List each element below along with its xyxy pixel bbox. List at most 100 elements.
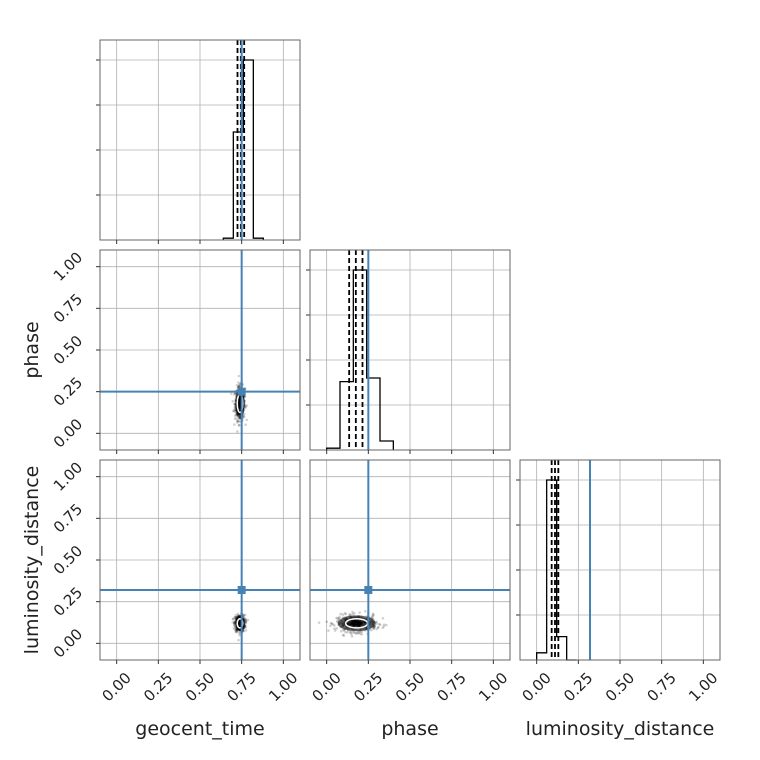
sample-point [346,630,349,634]
sample-point [335,627,338,630]
sample-point [354,631,357,635]
sample-point [317,621,321,624]
sample-point [371,612,375,616]
sample-point [242,629,246,633]
sample-point [325,620,328,623]
x-tick-label: 0.25 [350,669,386,705]
sample-point [236,419,239,423]
x-tick-label: 0.75 [433,669,469,705]
sample-point [376,626,380,629]
sample-point [235,383,239,387]
sample-point [233,410,236,413]
y-axis-label-phase: phase [21,321,43,378]
sample-point [349,631,353,634]
sample-point [237,381,240,384]
sample-point [336,616,340,620]
y-tick-label: 0.50 [50,542,86,578]
sample-point [350,632,353,636]
sample-point [233,417,237,421]
hist-panel-geocent_time [96,39,301,244]
truth-marker [237,586,246,594]
truth-marker [364,586,373,594]
sample-point [244,624,247,628]
sample-point [234,614,238,617]
sample-point [353,612,356,615]
sample-point [235,417,238,420]
sample-point [363,609,367,613]
x-tick-label: 0.50 [392,669,428,705]
sample-point [372,627,375,630]
sample-point [352,631,356,634]
sample-point [378,623,382,627]
x-tick-label: 1.00 [475,669,511,705]
sample-point [244,619,248,622]
y-tick-label: 0.00 [50,415,86,451]
sample-point [371,616,374,620]
sample-point [233,628,237,631]
sample-point [244,405,247,408]
sample-point [233,624,236,628]
sample-point [344,612,348,616]
sample-point [242,414,245,418]
sample-point [231,617,235,621]
hist-panel-phase [306,249,511,454]
sample-point [375,627,378,631]
sample-point [372,613,375,617]
sample-point [357,631,360,634]
sample-point [370,628,373,632]
scatter-panel-geocent_time-phase [96,249,301,454]
sample-point [238,633,241,637]
sample-point [244,617,247,621]
sample-point [233,616,237,619]
sample-point [243,613,247,617]
sample-point [360,632,364,636]
sample-point [236,419,239,423]
sample-point [338,615,341,619]
sample-point [234,628,238,632]
sample-point [237,385,241,388]
sample-point [242,415,246,419]
y-tick-label: 0.50 [50,332,86,368]
sample-point [237,374,241,378]
y-tick-label: 0.75 [50,290,86,326]
x-tick-label: 0.00 [98,669,134,705]
sample-point [233,620,236,623]
sample-point [339,629,343,633]
sample-point [358,611,361,614]
sample-point [244,618,247,622]
sample-point [242,614,246,618]
sample-point [375,620,378,624]
sample-point [356,631,360,635]
x-tick-label: 0.25 [560,669,596,705]
sample-point [242,613,245,617]
x-tick-label: 1.00 [265,669,301,705]
sample-point [244,406,247,410]
sample-point [360,630,364,634]
sample-point [351,630,355,634]
sample-point [339,612,343,616]
sample-point [233,621,236,625]
sample-point [231,400,235,403]
sample-point [237,419,240,423]
y-axis-label-luminosity_distance: luminosity_distance [21,466,43,655]
sample-point [329,621,333,625]
sample-point [382,625,386,628]
histogram-step-luminosity_distance [536,479,577,661]
sample-point [237,631,241,634]
sample-point [376,625,380,629]
sample-point [381,626,385,630]
sample-point [355,631,358,635]
sample-point [232,626,236,630]
scatter-panel-phase-luminosity_distance [309,459,511,664]
sample-point [238,384,241,388]
sample-point [237,384,241,387]
sample-point [244,625,248,629]
sample-point [348,612,351,616]
sample-point [342,634,346,637]
sample-point [231,621,235,624]
sample-point [351,610,354,614]
sample-point [244,620,248,623]
sample-point [233,409,236,412]
sample-point [375,622,379,625]
